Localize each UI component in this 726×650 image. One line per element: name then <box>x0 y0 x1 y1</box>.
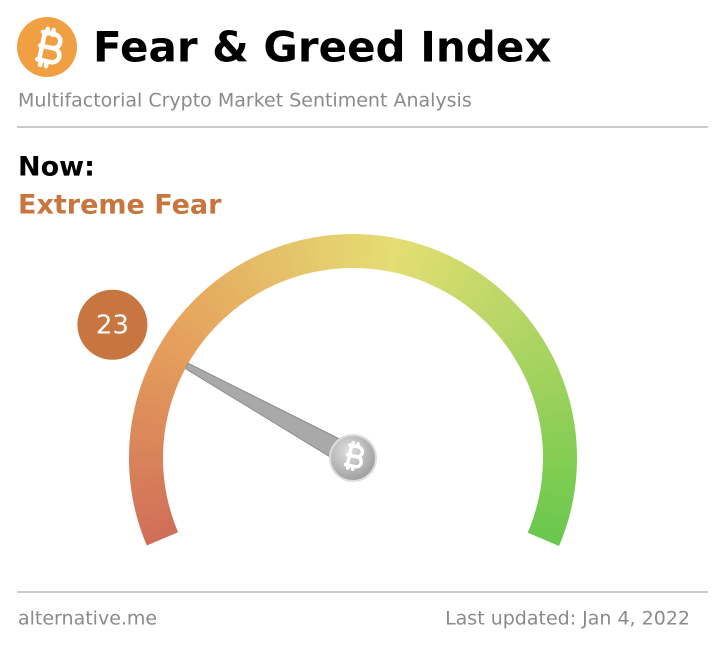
gauge-arc <box>531 382 568 403</box>
gauge-arc <box>136 508 173 528</box>
gauge-arc <box>201 286 231 319</box>
gauge-arc <box>139 516 176 537</box>
gauge-arc <box>541 430 577 444</box>
updated: Last updated: Jan 4, 2022 <box>445 608 690 630</box>
gauge-arc <box>469 280 498 314</box>
gauge: 23 <box>77 234 577 546</box>
gauge-arc <box>129 467 164 480</box>
gauge-arc <box>433 255 458 290</box>
gauge-arc <box>533 508 569 528</box>
gauge-arc <box>517 346 553 372</box>
gauge-arc <box>504 322 538 351</box>
gauge-arc <box>498 314 532 344</box>
gauge-arc <box>142 372 178 395</box>
gauge-arc <box>304 237 321 273</box>
gauge-arc <box>158 338 193 364</box>
gauge-arc <box>130 419 166 435</box>
gauge-arc <box>163 329 198 357</box>
gauge-arc <box>369 234 383 270</box>
gauge-arc <box>132 410 168 427</box>
now-label: Now: <box>18 152 95 183</box>
gauge-arc <box>509 330 543 358</box>
gauge-arc <box>294 239 313 275</box>
title: Fear & Greed Index <box>93 23 551 72</box>
gauge-arc <box>541 475 576 490</box>
gauge-arc <box>475 286 506 319</box>
hub-icon <box>343 440 365 471</box>
gauge-arc <box>441 259 466 294</box>
gauge-arc <box>276 244 297 280</box>
gauge-arc <box>394 239 412 275</box>
gauge-arc <box>142 524 179 546</box>
gauge-arc <box>134 500 170 518</box>
gauge-arc <box>232 264 259 299</box>
gauge-arc <box>534 391 570 411</box>
needle-hub <box>329 434 377 482</box>
gauge-arc <box>525 364 561 387</box>
gauge-arc <box>418 247 440 283</box>
gauge-arc <box>249 254 273 290</box>
gauge-arc <box>132 491 168 509</box>
gauge-arc <box>138 382 175 402</box>
value-bubble <box>77 289 148 360</box>
logo <box>17 17 77 77</box>
subtitle: Multifactorial Crypto Market Sentiment A… <box>18 90 472 112</box>
gauge-arc <box>361 234 374 269</box>
gauge-arc <box>266 247 289 283</box>
gauge-arc <box>540 420 576 435</box>
gauge-arc <box>129 475 165 489</box>
gauge-arc <box>542 439 577 452</box>
gauge-arc <box>168 321 203 350</box>
gauge-arc <box>487 300 520 331</box>
value-label: 23 <box>96 310 129 340</box>
gauge-arc <box>323 234 337 270</box>
gauge-arc <box>174 314 208 344</box>
gauge-arc <box>448 264 475 299</box>
gauge-arc <box>257 251 281 286</box>
gauge-arc <box>187 299 219 331</box>
gauge-arc <box>240 259 266 294</box>
gauge-arc <box>134 400 170 419</box>
gauge-arc <box>129 439 164 452</box>
gauge-arc <box>149 355 185 379</box>
gauge-arc <box>410 244 431 280</box>
gauge-arc <box>136 391 172 410</box>
gauge-arc <box>528 373 565 395</box>
gauge-arc <box>285 241 305 277</box>
gauge-arc <box>535 500 572 519</box>
gauge-arc <box>333 234 346 269</box>
gauge-arc <box>224 269 251 303</box>
gauge-arc <box>527 524 563 546</box>
gauge-arc <box>386 237 403 273</box>
gauge-arc <box>425 251 449 287</box>
gauge-arc <box>481 293 513 325</box>
gauge-arc <box>208 280 238 313</box>
gauge-arc <box>521 355 557 380</box>
classification: Extreme Fear <box>18 190 222 221</box>
gauge-arc <box>493 307 526 337</box>
gauge-arc <box>542 467 577 480</box>
gauge-arc <box>513 338 548 365</box>
gauge-arc <box>131 483 167 499</box>
gauge-arc <box>216 274 245 308</box>
gauge-arc <box>153 346 189 372</box>
gauge-arc <box>402 241 422 278</box>
gauge-arc <box>377 235 393 272</box>
gauge-arc <box>194 293 225 325</box>
gauge-arc <box>530 516 567 537</box>
gauge-arc <box>462 274 491 308</box>
gauge-arc <box>455 269 483 303</box>
gauge-arc <box>313 235 329 271</box>
gauge-arc <box>129 429 165 443</box>
gauge-arc <box>538 410 574 427</box>
gauge-arc <box>536 401 573 419</box>
gauge-arc <box>180 306 213 337</box>
gauge-arc <box>145 363 181 387</box>
gauge-arc <box>539 484 575 500</box>
gauge-arc <box>538 492 574 509</box>
source: alternative.me <box>18 608 157 630</box>
